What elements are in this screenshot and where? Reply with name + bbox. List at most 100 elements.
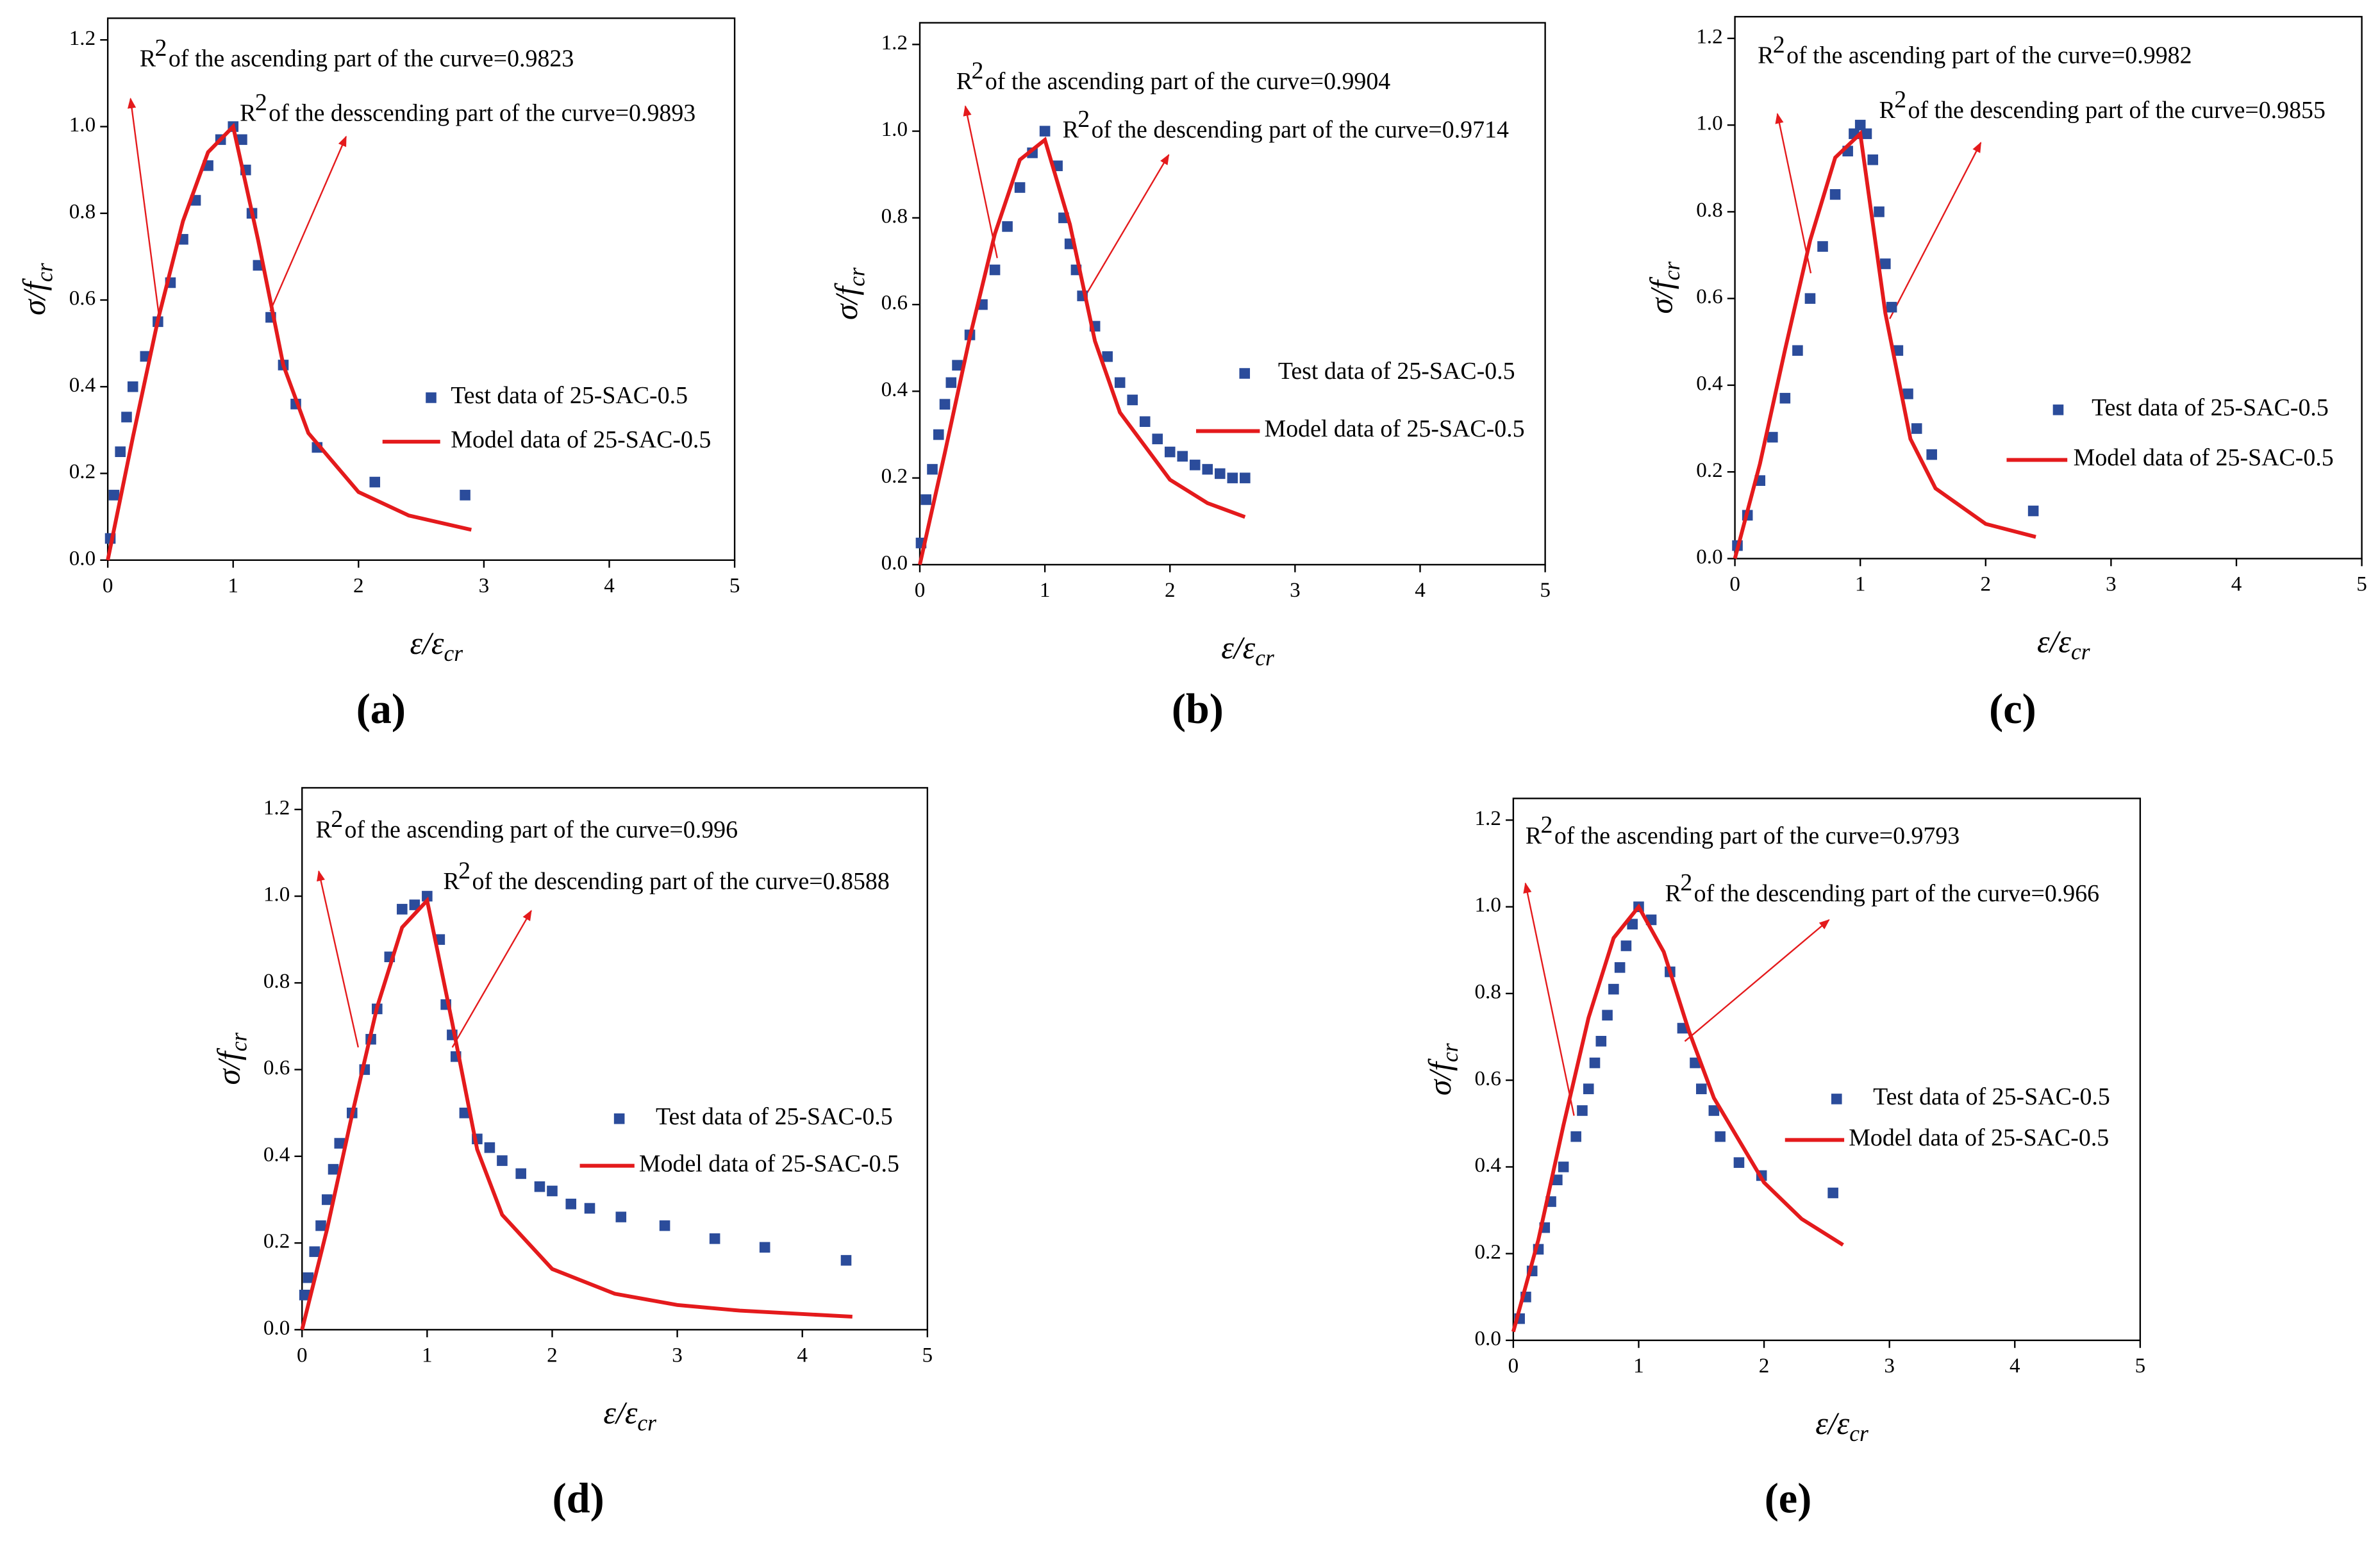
y-axis-label-sub: cr [844, 267, 869, 287]
test-point [1589, 1057, 1601, 1069]
y-tick-label: 0.0 [1696, 545, 1722, 569]
test-point [1627, 919, 1638, 929]
test-point [515, 1168, 526, 1179]
y-tick-label: 0.8 [881, 204, 908, 228]
y-axis-label-sub: cr [1437, 1043, 1463, 1062]
y-axis-label: σ/fcr [829, 267, 869, 320]
test-point [615, 1212, 627, 1222]
test-point [484, 1142, 495, 1153]
y-tick-label: 1.2 [881, 31, 908, 54]
y-tick-label: 0.2 [263, 1229, 290, 1253]
test-point [1127, 394, 1138, 406]
annotation-arrow [1523, 882, 1575, 1116]
test-point [321, 1194, 333, 1205]
test-point [759, 1242, 770, 1253]
y-tick-label: 0.6 [1474, 1067, 1501, 1090]
test-point [939, 399, 951, 410]
test-point [121, 412, 132, 422]
x-tick-label: 1 [1633, 1354, 1644, 1378]
test-point [709, 1233, 720, 1244]
legend-label: Model data of 25-SAC-0.5 [1265, 415, 1525, 442]
x-axis-label: ε/εcr [410, 626, 463, 666]
model-line [1733, 129, 2036, 560]
test-point [459, 1107, 470, 1119]
x-axis-label-base: ε/ε [410, 626, 444, 661]
x-tick-label: 0 [297, 1344, 308, 1367]
annotation-text: of the ascending part of the curve=0.979… [1554, 822, 1960, 849]
y-tick-label: 0.4 [263, 1142, 290, 1166]
x-axis-label-base: ε/ε [2037, 624, 2071, 660]
test-point [1867, 154, 1879, 165]
test-point [1902, 388, 1913, 399]
test-point [237, 134, 247, 146]
legend-label: Model data of 25-SAC-0.5 [639, 1150, 899, 1177]
annotation-prefix: R [316, 816, 333, 843]
annotation-arrow [451, 910, 532, 1048]
test-point [299, 1289, 310, 1301]
test-point [1829, 189, 1841, 200]
x-axis-label-base: ε/ε [603, 1395, 637, 1431]
y-tick-label: 0.2 [69, 460, 96, 483]
test-point [1583, 1083, 1594, 1094]
y-axis-label: σ/fcr [1422, 1043, 1463, 1095]
test-point [1874, 206, 1885, 217]
y-tick-label: 1.2 [1696, 24, 1722, 48]
x-axis-label-sub: cr [2071, 639, 2090, 665]
annotation-text: of the descending part of the curve=0.97… [1092, 117, 1509, 144]
x-tick-label: 2 [547, 1344, 558, 1367]
y-tick-label: 0.6 [1696, 285, 1722, 308]
test-point [1733, 1157, 1745, 1168]
legend-marker [613, 1113, 625, 1124]
x-tick-label: 0 [1729, 572, 1740, 596]
annotation-text: of the ascending part of the curve=0.990… [985, 68, 1390, 95]
test-point [315, 1220, 326, 1231]
legend-marker [426, 392, 437, 403]
test-point [460, 490, 470, 501]
annotation-prefix: R [240, 100, 256, 127]
test-point [1911, 423, 1922, 434]
annotation-prefix: R [443, 868, 460, 895]
test-point [1595, 1036, 1607, 1047]
test-point [1558, 1162, 1569, 1172]
panel-label: (d) [553, 1476, 604, 1522]
x-axis-label-sub: cr [1255, 645, 1274, 671]
annotation-prefix: R [1665, 880, 1682, 907]
annotation-text: of the ascending part of the curve=0.982… [169, 45, 574, 72]
y-axis-label-base: σ/f [17, 278, 53, 315]
test-point [1708, 1105, 1720, 1116]
x-axis-label-base: ε/ε [1221, 630, 1255, 665]
test-point [1177, 451, 1188, 462]
x-axis-label: ε/εcr [1815, 1406, 1868, 1446]
test-point [534, 1181, 545, 1192]
test-point [1164, 446, 1176, 458]
annotation-arrow [317, 870, 359, 1048]
y-tick-label: 0.0 [69, 546, 96, 570]
x-axis-label-base: ε/ε [1815, 1406, 1849, 1441]
annotation-prefix: R [140, 45, 156, 72]
annotation-sup: 2 [1680, 869, 1692, 896]
plot-frame [106, 17, 736, 561]
test-point [1114, 377, 1126, 388]
annotation-sup: 2 [1894, 86, 1906, 113]
test-point [127, 381, 138, 392]
test-point [1715, 1131, 1726, 1142]
model-line [1511, 903, 1844, 1333]
annotation-arrow [963, 105, 998, 258]
annotation-sup: 2 [1078, 106, 1090, 133]
test-point [1152, 433, 1163, 445]
test-point [1926, 449, 1937, 460]
y-axis-label-base: σ/f [1422, 1058, 1458, 1095]
x-tick-label: 4 [1415, 578, 1426, 602]
x-axis-label: ε/εcr [1221, 630, 1274, 671]
test-point [115, 446, 126, 458]
x-axis-label-sub: cr [637, 1410, 656, 1436]
x-tick-label: 5 [2356, 572, 2367, 596]
annotation-arrow [1775, 112, 1812, 274]
legend-label: Model data of 25-SAC-0.5 [451, 426, 711, 453]
annotation-text: of the descending part of the curve=0.85… [472, 868, 889, 895]
y-tick-label: 1.0 [1696, 112, 1722, 135]
y-tick-label: 0.0 [263, 1316, 290, 1340]
panel-label: (e) [1765, 1476, 1812, 1522]
y-tick-label: 1.0 [263, 883, 290, 906]
